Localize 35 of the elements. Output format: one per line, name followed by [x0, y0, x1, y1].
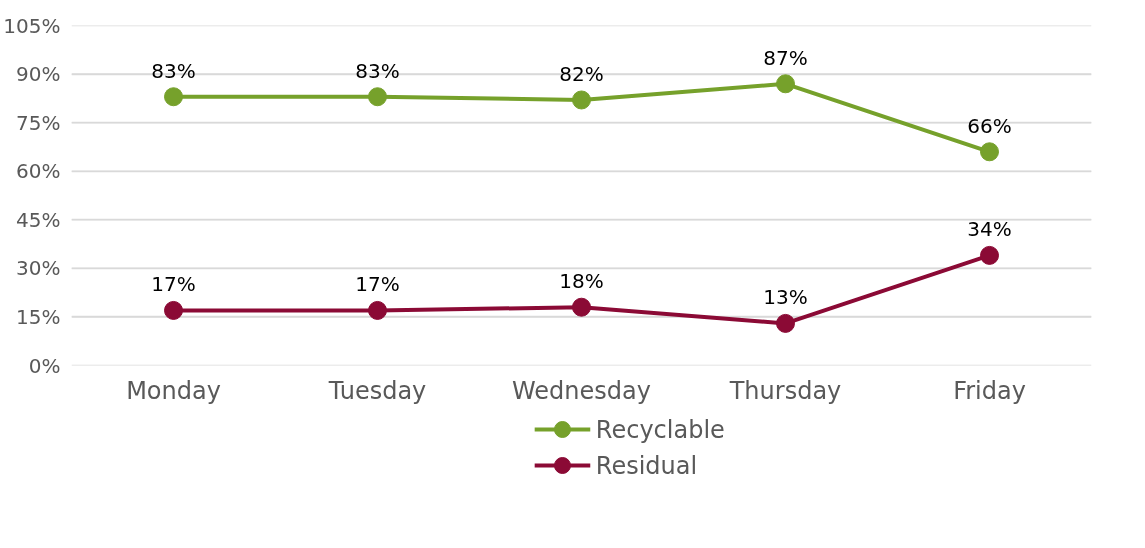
point	[368, 300, 387, 320]
x-tick-label: Thursday	[728, 376, 842, 405]
data-label: 82%	[559, 61, 604, 86]
y-tick-label: 105%	[3, 13, 61, 38]
data-label: 66%	[967, 113, 1012, 138]
y-tick-label: 0%	[28, 353, 61, 378]
legend-label: Recyclable	[595, 415, 725, 444]
data-label: 17%	[355, 272, 400, 297]
point	[776, 313, 795, 333]
data-label: 18%	[559, 269, 604, 294]
legend-label: Residual	[595, 451, 698, 480]
x-tick-label: Wednesday	[512, 376, 651, 405]
point	[368, 87, 387, 107]
y-tick-label: 15%	[16, 304, 61, 329]
point	[164, 87, 183, 107]
x-tick-label: Monday	[126, 376, 221, 405]
point	[164, 300, 183, 320]
y-tick-label: 30%	[16, 256, 61, 281]
y-tick-label: 45%	[16, 207, 61, 232]
data-label: 83%	[355, 58, 400, 83]
data-label: 87%	[763, 45, 808, 70]
y-tick-label: 75%	[16, 110, 61, 135]
point	[776, 74, 795, 94]
y-tick-label: 90%	[16, 62, 61, 87]
point	[980, 245, 999, 265]
x-tick-label: Friday	[953, 376, 1026, 405]
point	[572, 297, 591, 317]
y-tick-label: 60%	[16, 159, 61, 184]
point	[572, 90, 591, 110]
point	[980, 142, 999, 162]
data-label: 34%	[967, 217, 1012, 242]
x-tick-label: Tuesday	[327, 376, 427, 405]
data-label: 13%	[763, 285, 808, 310]
data-label: 17%	[151, 272, 196, 297]
data-label: 83%	[151, 58, 196, 83]
